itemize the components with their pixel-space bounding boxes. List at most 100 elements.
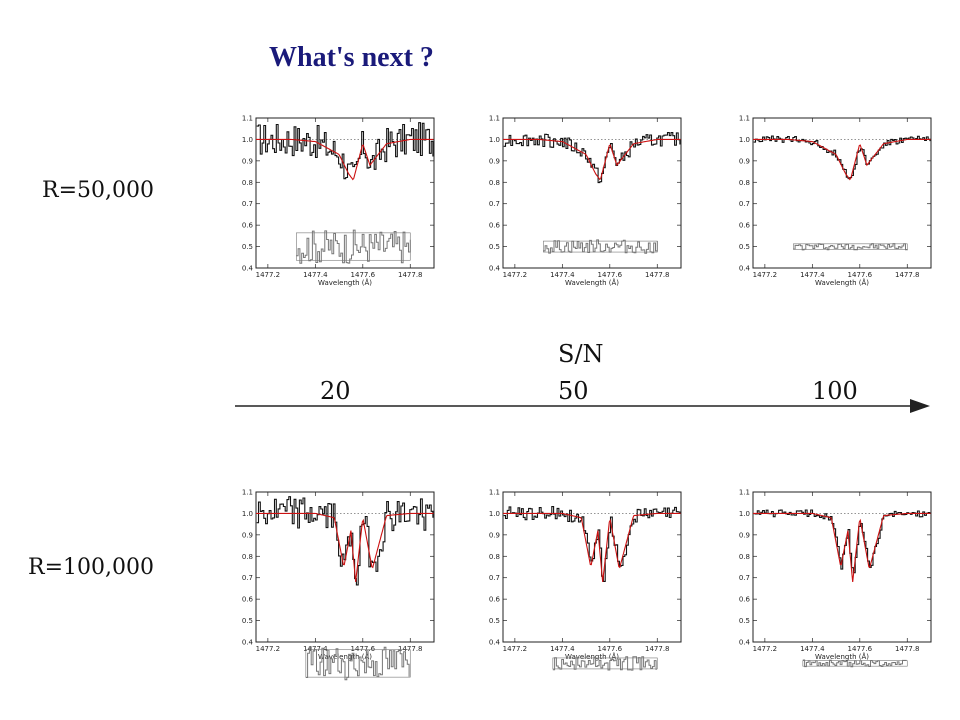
y-tick-label: 0.6 [489, 222, 501, 230]
x-tick-label: 1477.4 [800, 271, 825, 279]
plot-frame [502, 491, 682, 643]
model-fit-line [753, 512, 931, 583]
x-tick-label: 1477.4 [303, 645, 328, 653]
residual-line [543, 239, 658, 254]
y-tick-label: 1.1 [739, 489, 750, 497]
observed-spectrum-line [503, 132, 681, 184]
spectrum-panel-r100000-sn50: 0.4 0.5 0.6 0.7 0.8 0.9 1.0 1.1 1477.2 1477.4 1477… [489, 489, 682, 671]
y-tick-label: 0.8 [242, 553, 253, 561]
residual-line [802, 659, 907, 668]
residual-band [552, 657, 658, 670]
x-axis-label: Wavelength (Å) [565, 652, 619, 661]
y-tick-label: 1.1 [489, 489, 500, 497]
row-label-resolution-50000: R=50,000 [42, 178, 154, 203]
x-axis-label: Wavelength (Å) [318, 278, 372, 287]
y-tick-label: 0.4 [489, 639, 501, 647]
y-tick-label: 1.0 [489, 510, 500, 518]
residual-line [793, 243, 908, 251]
y-tick-label: 0.4 [739, 639, 751, 647]
y-tick-label: 1.0 [739, 510, 750, 518]
x-tick-label: 1477.2 [503, 271, 527, 279]
y-tick-label: 0.7 [739, 200, 750, 208]
observed-spectrum-line [503, 506, 681, 582]
sn-value-20: 20 [320, 377, 351, 405]
x-tick-label: 1477.4 [550, 645, 575, 653]
plot-frame [752, 491, 932, 643]
x-tick-label: 1477.8 [398, 645, 423, 653]
y-tick-label: 0.7 [242, 574, 253, 582]
y-tick-label: 0.5 [489, 243, 500, 251]
y-tick-label: 1.1 [489, 115, 500, 123]
y-tick-label: 0.6 [739, 222, 751, 230]
x-tick-label: 1477.2 [503, 645, 527, 653]
y-tick-label: 0.4 [242, 639, 254, 647]
residual-line [305, 646, 410, 681]
x-tick-label: 1477.2 [256, 271, 281, 279]
x-tick-label: 1477.6 [351, 645, 376, 653]
observed-spectrum-line [753, 135, 931, 180]
plot-frame [255, 117, 435, 269]
x-tick-label: 1477.2 [753, 645, 778, 653]
y-tick-label: 0.6 [242, 222, 254, 230]
spectrum-panel-r50000-sn100: 0.4 0.5 0.6 0.7 0.8 0.9 1.0 1.1 1477.2 1477.4 1477… [739, 115, 932, 287]
plot-frame [502, 117, 682, 269]
x-tick-label: 1477.6 [351, 271, 376, 279]
x-tick-label: 1477.6 [598, 271, 623, 279]
model-fit-line [503, 138, 681, 181]
y-tick-label: 0.7 [739, 574, 750, 582]
y-tick-label: 0.8 [489, 179, 500, 187]
y-tick-label: 0.7 [242, 200, 253, 208]
plot-frame [752, 117, 932, 269]
x-tick-label: 1477.8 [895, 271, 920, 279]
plot-frame [255, 491, 435, 643]
y-tick-label: 1.1 [739, 115, 750, 123]
y-tick-label: 0.6 [739, 596, 751, 604]
spectrum-panel-r50000-sn50: 0.4 0.5 0.6 0.7 0.8 0.9 1.0 1.1 1477.2 1477.4 1477… [489, 115, 682, 287]
y-tick-label: 1.1 [242, 115, 253, 123]
sn-value-100: 100 [812, 377, 858, 405]
y-tick-label: 0.8 [242, 179, 253, 187]
x-tick-label: 1477.8 [645, 271, 670, 279]
y-tick-label: 0.4 [489, 265, 501, 273]
y-tick-label: 0.9 [242, 157, 253, 165]
model-fit-line [256, 512, 434, 583]
model-fit-line [753, 138, 931, 181]
y-tick-label: 0.5 [739, 243, 750, 251]
x-tick-label: 1477.4 [800, 645, 825, 653]
y-tick-label: 0.8 [489, 553, 500, 561]
x-tick-label: 1477.8 [398, 271, 423, 279]
y-tick-label: 0.7 [489, 200, 500, 208]
residual-line [552, 656, 657, 671]
y-tick-label: 0.9 [489, 531, 500, 539]
y-tick-label: 0.5 [242, 617, 253, 625]
spectrum-panel-r50000-sn20: 0.4 0.5 0.6 0.7 0.8 0.9 1.0 1.1 1477.2 1477.4 1477… [242, 115, 435, 287]
y-tick-label: 1.0 [739, 136, 750, 144]
x-tick-label: 1477.8 [895, 645, 920, 653]
y-tick-label: 0.5 [242, 243, 253, 251]
observed-spectrum-line [256, 496, 434, 586]
x-tick-label: 1477.4 [303, 271, 328, 279]
y-tick-label: 0.5 [739, 617, 750, 625]
x-tick-label: 1477.6 [598, 645, 623, 653]
y-tick-label: 1.0 [489, 136, 500, 144]
x-axis-label: Wavelength (Å) [815, 278, 869, 287]
y-tick-label: 0.9 [739, 531, 750, 539]
y-tick-label: 1.0 [242, 136, 253, 144]
x-axis-label: Wavelength (Å) [815, 652, 869, 661]
x-axis-label: Wavelength (Å) [318, 652, 372, 661]
residual-line [296, 229, 411, 264]
y-tick-label: 0.9 [489, 157, 500, 165]
y-tick-label: 0.8 [739, 179, 750, 187]
spectrum-panel-r100000-sn20: 0.4 0.5 0.6 0.7 0.8 0.9 1.0 1.1 1477.2 1477.4 1477… [242, 489, 435, 681]
y-tick-label: 0.8 [739, 553, 750, 561]
y-tick-label: 0.4 [242, 265, 254, 273]
y-tick-label: 0.9 [739, 157, 750, 165]
sn-axis-arrow [235, 399, 930, 413]
x-tick-label: 1477.4 [550, 271, 575, 279]
slide-title: What's next ? [269, 42, 434, 73]
y-tick-label: 0.7 [489, 574, 500, 582]
spectrum-panel-r100000-sn100: 0.4 0.5 0.6 0.7 0.8 0.9 1.0 1.1 1477.2 1477.4 1477… [739, 489, 932, 668]
x-tick-label: 1477.2 [256, 645, 281, 653]
y-tick-label: 1.1 [242, 489, 253, 497]
model-fit-line [503, 512, 681, 583]
